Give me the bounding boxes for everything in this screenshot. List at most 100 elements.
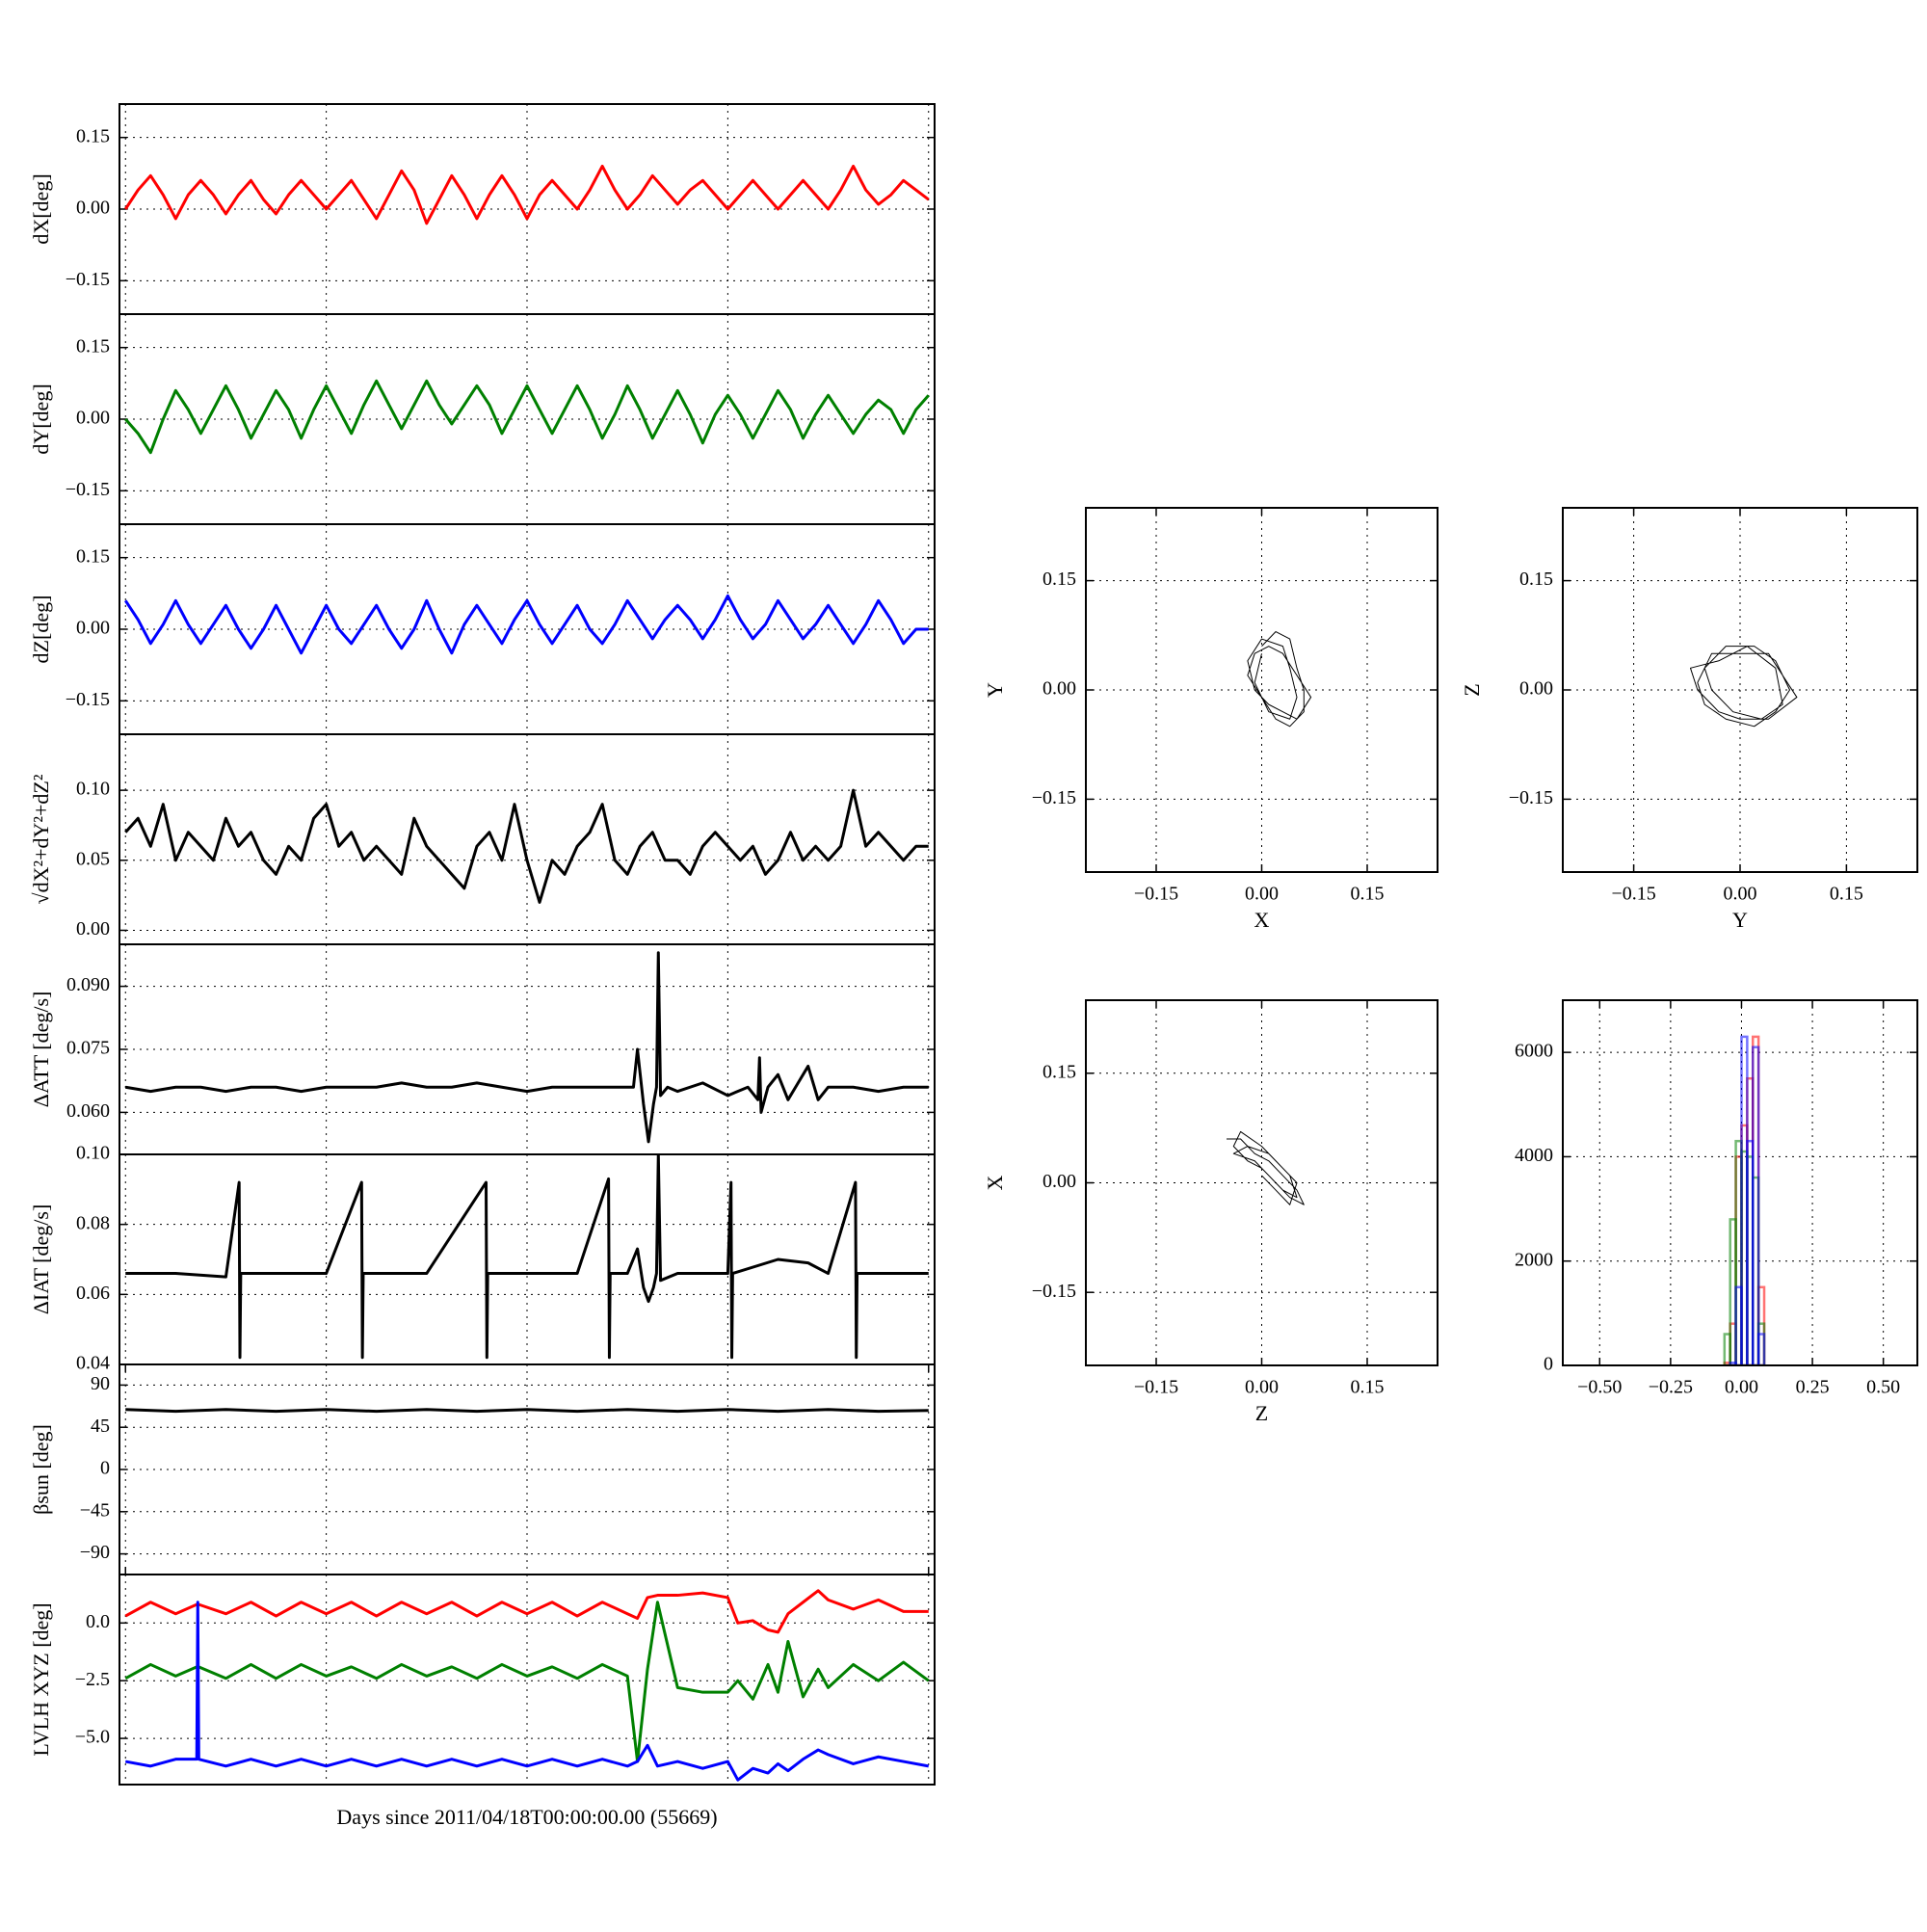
y-tick-label: 0.15 [1043, 1061, 1076, 1082]
y-tick-label: 0.00 [1043, 678, 1076, 700]
axes: −0.15 0.00 0.15 −0.15 0.00 0.15 X Z [983, 999, 1439, 1425]
y-tick-label: −0.15 [1509, 787, 1553, 808]
x-axis-label: Z [1255, 1401, 1268, 1425]
data-line [125, 1154, 929, 1360]
y-tick-label: 0.15 [1043, 569, 1076, 590]
y-axis-label: dY[deg] [29, 384, 53, 454]
x-tick-label: 0.00 [1245, 1377, 1279, 1398]
y-tick-label: 0.060 [66, 1100, 110, 1122]
x-axis-label: Y [1732, 908, 1748, 932]
y-tick-label: 90 [91, 1373, 110, 1394]
y-axis-label: ΔATT [deg/s] [29, 992, 53, 1108]
x-tick-label: 0.15 [1830, 884, 1863, 905]
y-tick-label: 0.05 [76, 848, 110, 869]
axes-frame [119, 1574, 936, 1786]
y-tick-label: 0.00 [76, 618, 110, 639]
x-tick-label: 0.15 [1351, 1377, 1385, 1398]
data-line [124, 379, 930, 455]
plot-area [123, 594, 929, 655]
x-axis-label: X [1254, 908, 1270, 932]
axes: 0.04 0.06 0.08 0.10 ΔIAT [deg/s] [29, 1143, 936, 1374]
x-tick-label: 0.00 [1725, 1377, 1758, 1398]
x-axis-label: Days since 2011/04/18T00:00:00.00 (55669… [336, 1805, 717, 1829]
axes-background [119, 1154, 935, 1364]
y-tick-label: 2000 [1515, 1249, 1553, 1270]
axes: 0.00 0.05 0.10 √dX²+dY²+dZ² [29, 733, 936, 945]
y-axis-label: Y [983, 682, 1007, 698]
x-tick-label: 0.15 [1351, 884, 1385, 905]
y-tick-label: 0 [1544, 1354, 1553, 1375]
plot-area [1689, 646, 1798, 728]
y-tick-label: −45 [80, 1499, 110, 1521]
plot-area [1227, 1130, 1305, 1205]
x-tick-label: −0.25 [1649, 1377, 1693, 1398]
x-tick-label: −0.50 [1577, 1377, 1622, 1398]
y-tick-label: 0.15 [76, 335, 110, 357]
axes-frame [1562, 507, 1918, 873]
data-line [124, 1589, 929, 1634]
data-line [124, 1601, 930, 1782]
axes-frame [1562, 999, 1918, 1366]
axes: −0.15 0.00 0.15 dY[deg] [29, 313, 936, 525]
x-tick-label: 0.25 [1796, 1377, 1830, 1398]
data-line [124, 1601, 930, 1763]
y-tick-label: 6000 [1515, 1041, 1553, 1062]
y-tick-label: 0.06 [76, 1283, 110, 1304]
y-tick-label: 0.08 [76, 1212, 110, 1233]
y-tick-label: 0.00 [76, 408, 110, 429]
axes-background [119, 734, 935, 944]
y-axis-label: √dX²+dY²+dZ² [29, 774, 53, 904]
axes: 0.060 0.075 0.090 ΔATT [deg/s] [29, 943, 936, 1155]
plot-area [124, 1589, 930, 1782]
y-axis-label: X [983, 1175, 1007, 1190]
plot-area [125, 951, 929, 1144]
y-tick-label: −0.15 [1032, 787, 1076, 808]
data-line [123, 164, 930, 225]
y-tick-label: −90 [80, 1542, 110, 1563]
x-tick-label: −0.15 [1134, 1377, 1178, 1398]
x-tick-label: 0.50 [1866, 1377, 1900, 1398]
x-tick-label: −0.15 [1134, 884, 1178, 905]
plot-area [1723, 1035, 1766, 1365]
data-line [125, 951, 929, 1144]
axes-frame [1085, 507, 1439, 873]
plot-area [123, 164, 930, 225]
plot-area [124, 788, 929, 904]
x-tick-label: 0.00 [1724, 884, 1757, 905]
y-tick-label: 0.04 [76, 1353, 110, 1374]
y-tick-label: −0.15 [66, 269, 110, 290]
data-line [1227, 1130, 1305, 1205]
axes: −0.50 −0.25 0.00 0.25 0.50 0 2000 4000 6000 [1515, 999, 1918, 1398]
y-tick-label: 0.075 [66, 1038, 110, 1059]
y-axis-label: ΔIAT [deg/s] [29, 1204, 53, 1315]
y-tick-label: 0.00 [1519, 678, 1553, 700]
y-axis-label: LVLH XYZ [deg] [29, 1602, 53, 1756]
x-tick-label: −0.15 [1611, 884, 1655, 905]
y-tick-label: −2.5 [75, 1669, 110, 1690]
axes: −5.0 −2.5 0.0 LVLH XYZ [deg] Days since 2011… [29, 1574, 936, 1829]
y-axis-label: βsun [deg] [29, 1424, 53, 1515]
plot-area [124, 379, 930, 455]
x-tick-label: 0.00 [1245, 884, 1279, 905]
axes: −0.15 0.00 0.15 dZ[deg] [29, 523, 936, 735]
y-tick-label: −0.15 [66, 689, 110, 710]
axes-background [1563, 1000, 1917, 1365]
y-tick-label: 0.0 [86, 1611, 110, 1632]
plot-area [125, 1154, 929, 1360]
y-tick-label: 0 [100, 1458, 110, 1479]
data-line [124, 788, 929, 904]
data-line [123, 594, 929, 655]
y-tick-label: 0.00 [76, 918, 110, 940]
y-tick-label: 0.10 [76, 779, 110, 800]
y-axis-label: Z [1460, 683, 1484, 696]
y-tick-label: −0.15 [66, 479, 110, 500]
y-tick-label: 0.15 [76, 125, 110, 146]
axes-frame [1085, 999, 1439, 1366]
y-axis-label: dX[deg] [29, 173, 53, 244]
y-tick-label: 0.10 [76, 1143, 110, 1164]
plot-area [125, 1408, 929, 1414]
axes: −0.15 0.00 0.15 dX[deg] [29, 103, 936, 315]
